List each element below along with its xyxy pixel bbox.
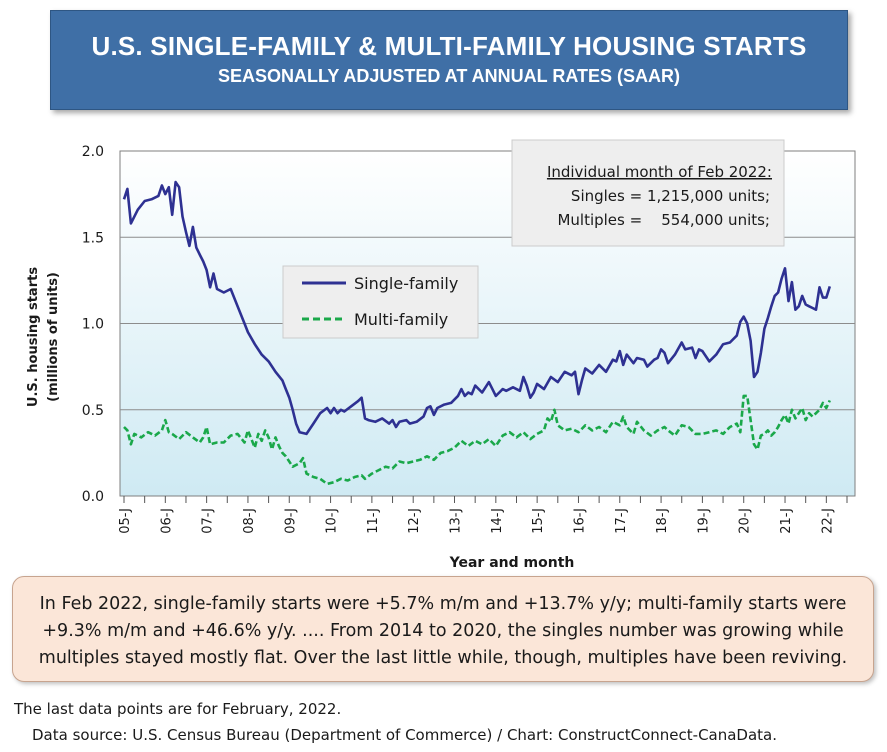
y-tick-label: 1.5	[82, 230, 104, 246]
x-tick-label: 15-J	[531, 508, 546, 534]
y-axis-ticks: 0.0 0.5 1.0 1.5 2.0	[82, 144, 104, 505]
y-tick-label: 2.0	[82, 144, 104, 160]
x-tick-label: 21-J	[779, 508, 794, 534]
x-axis-label: Year and month	[449, 555, 575, 571]
x-tick-label: 11-J	[366, 508, 381, 534]
legend-single-label: Single-family	[354, 274, 458, 293]
data-source: Data source: U.S. Census Bureau (Departm…	[32, 726, 778, 744]
series-line-multi-family	[123, 394, 831, 486]
x-tick-label: 20-J	[738, 508, 753, 534]
x-tick-label: 22-J	[820, 508, 835, 534]
chart-header: U.S. SINGLE-FAMILY & MULTI-FAMILY HOUSIN…	[50, 10, 848, 110]
x-tick-label: 19-J	[696, 508, 711, 534]
x-tick-label: 05-J	[118, 508, 133, 534]
y-tick-label: 0.5	[82, 403, 104, 419]
chart-subtitle: SEASONALLY ADJUSTED AT ANNUAL RATES (SAA…	[217, 66, 681, 86]
y-tick-label: 1.0	[82, 317, 104, 333]
x-tick-label: 17-J	[614, 508, 629, 534]
x-tick-label: 10-J	[325, 508, 340, 534]
callout-multiples: Multiples = 554,000 units;	[557, 211, 770, 229]
x-tick-label: 14-J	[490, 508, 505, 534]
callout-heading: Individual month of Feb 2022:	[547, 163, 772, 181]
x-axis-ticks: 05-J 06-J 07-J 08-J 09-J 10-J 11-J 12-J 13-J 14-J…	[118, 496, 848, 534]
commentary-box: In Feb 2022, single-family starts were +…	[12, 576, 874, 682]
legend-box	[282, 265, 479, 339]
chart-title: U.S. SINGLE-FAMILY & MULTI-FAMILY HOUSIN…	[91, 31, 807, 61]
y-tick-label: 0.0	[82, 489, 104, 505]
x-tick-label: 06-J	[159, 508, 174, 534]
series-line-single-family	[122, 180, 832, 436]
callout-box	[511, 139, 785, 247]
x-tick-label: 18-J	[655, 508, 670, 534]
housing-starts-chart: 0.0 0.5 1.0 1.5 2.0 05-J 06-J 07-J 08-J 09-J 10-J…	[26, 139, 856, 571]
y-axis-label-line1: U.S. housing starts	[26, 267, 41, 407]
x-tick-label: 12-J	[407, 508, 422, 534]
x-tick-label: 16-J	[572, 508, 587, 534]
series-lines	[122, 180, 832, 486]
commentary-text: In Feb 2022, single-family starts were +…	[38, 594, 848, 668]
callout-singles: Singles = 1,215,000 units;	[571, 187, 770, 205]
legend-multi-label: Multi-family	[354, 310, 448, 329]
x-tick-label: 07-J	[201, 508, 216, 534]
footnote: The last data points are for February, 2…	[14, 700, 342, 718]
x-tick-label: 13-J	[449, 508, 464, 534]
y-axis-label-line2: (millions of units)	[46, 272, 61, 402]
x-tick-label: 09-J	[283, 508, 298, 534]
x-tick-label: 08-J	[242, 508, 257, 534]
